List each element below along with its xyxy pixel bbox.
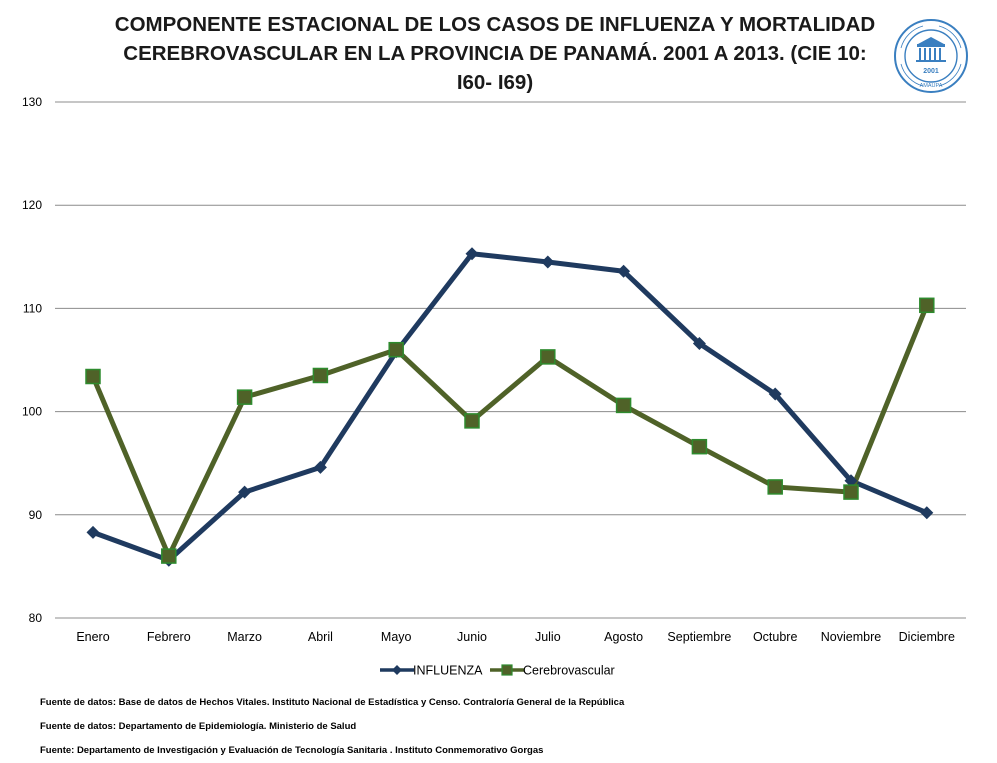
legend-label-influenza: INFLUENZA bbox=[413, 664, 483, 678]
data-point-cerebrovascular bbox=[615, 397, 632, 414]
gridlines bbox=[55, 101, 966, 619]
data-point-cerebrovascular bbox=[236, 389, 253, 405]
x-tick-label: Septiembre bbox=[667, 630, 731, 644]
seal-year: 2001 bbox=[923, 68, 939, 75]
x-axis-ticks: Enero Febrero Marzo Abril Mayo Junio Julio Agos… bbox=[76, 630, 955, 644]
chart-title-line-1: COMPONENTE ESTACIONAL DE LOS CASOS DE IN… bbox=[114, 13, 876, 36]
data-point-cerebrovascular bbox=[85, 368, 101, 385]
institution-seal-icon: 2001 AMAUPA bbox=[894, 19, 968, 93]
data-point-influenza bbox=[541, 255, 555, 269]
data-point-influenza bbox=[465, 247, 479, 261]
data-point-cerebrovascular bbox=[691, 438, 708, 455]
data-point-influenza bbox=[844, 474, 858, 488]
x-tick-label: Julio bbox=[535, 630, 561, 644]
data-point-cerebrovascular bbox=[312, 367, 329, 384]
y-tick-label: 80 bbox=[29, 611, 43, 625]
x-tick-label: Noviembre bbox=[821, 630, 881, 644]
chart-title-line-3: I60- I69) bbox=[456, 71, 534, 94]
legend-label-cerebrovascular: Cerebrovascular bbox=[523, 664, 615, 678]
data-point-influenza bbox=[768, 387, 782, 401]
y-axis-ticks: 80 90 100 110 120 130 bbox=[22, 95, 42, 625]
data-point-cerebrovascular bbox=[843, 484, 859, 500]
series-line-cerebrovascular bbox=[90, 302, 930, 559]
x-tick-label: Junio bbox=[457, 630, 487, 644]
source-note-1: Fuente de datos: Base de datos de Hechos… bbox=[40, 697, 625, 708]
line-chart: 80 90 100 110 120 130 Enero Febrero Marzo Abril M… bbox=[22, 95, 966, 644]
data-point-influenza bbox=[86, 525, 100, 539]
legend-marker-influenza bbox=[392, 665, 402, 675]
y-tick-label: 110 bbox=[23, 301, 42, 315]
source-note-2: Fuente de datos: Departamento de Epidemi… bbox=[40, 721, 357, 732]
source-note-3: Fuente: Departamento de Investigación y … bbox=[40, 745, 544, 756]
data-point-influenza bbox=[238, 485, 252, 499]
legend-marker-cerebrovascular bbox=[501, 664, 513, 676]
x-tick-label: Marzo bbox=[227, 630, 262, 644]
data-point-influenza bbox=[920, 506, 934, 520]
x-tick-label: Mayo bbox=[381, 630, 412, 644]
chart-title: COMPONENTE ESTACIONAL DE LOS CASOS DE IN… bbox=[100, 10, 890, 97]
data-point-cerebrovascular bbox=[388, 341, 404, 358]
data-point-cerebrovascular bbox=[464, 413, 480, 429]
data-point-cerebrovascular bbox=[161, 548, 177, 564]
x-tick-label: Agosto bbox=[604, 630, 643, 644]
x-tick-label: Abril bbox=[308, 630, 333, 644]
y-tick-label: 100 bbox=[22, 405, 42, 419]
y-tick-label: 90 bbox=[29, 508, 43, 522]
data-point-cerebrovascular bbox=[540, 349, 556, 365]
x-tick-label: Octubre bbox=[753, 630, 798, 644]
seal-caption: AMAUPA bbox=[920, 83, 943, 89]
data-point-influenza bbox=[313, 460, 327, 474]
data-point-influenza bbox=[692, 336, 706, 350]
series-lines bbox=[85, 247, 935, 567]
data-point-cerebrovascular bbox=[767, 479, 783, 495]
x-tick-label: Febrero bbox=[147, 630, 191, 644]
y-tick-label: 130 bbox=[22, 95, 42, 109]
y-tick-label: 120 bbox=[22, 198, 42, 212]
series-line-influenza bbox=[90, 251, 930, 563]
legend: INFLUENZA Cerebrovascular bbox=[380, 664, 615, 678]
chart-title-line-2: CEREBROVASCULAR EN LA PROVINCIA DE PANAM… bbox=[123, 42, 867, 65]
x-tick-label: Diciembre bbox=[899, 630, 955, 644]
data-point-influenza bbox=[617, 264, 631, 278]
data-point-cerebrovascular bbox=[919, 297, 935, 314]
x-tick-label: Enero bbox=[76, 630, 109, 644]
